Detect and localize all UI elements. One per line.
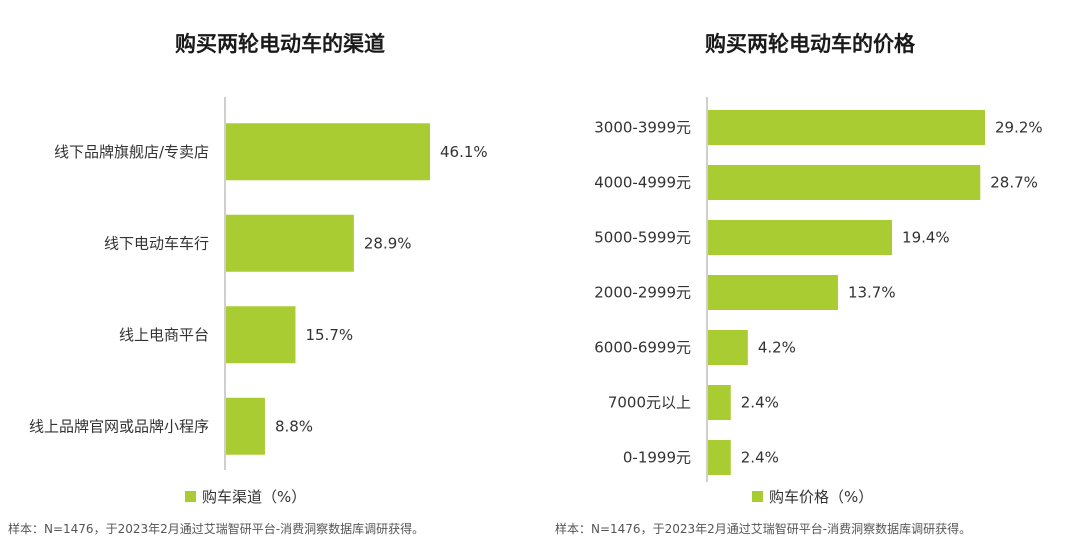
price-value-label: 29.2%	[995, 119, 1043, 137]
price-bar	[708, 330, 748, 365]
channel-sample-note: 样本：N=1476，于2023年2月通过艾瑞智研平台-消费洞察数据库调研获得。	[8, 522, 425, 536]
price-sample-note: 样本：N=1476，于2023年2月通过艾瑞智研平台-消费洞察数据库调研获得。	[555, 522, 972, 536]
price-category-label: 6000-6999元	[594, 339, 691, 357]
price-value-label: 4.2%	[758, 339, 796, 357]
price-category-label: 3000-3999元	[594, 119, 691, 137]
price-chart-title: 购买两轮电动车的价格	[705, 32, 915, 56]
channel-category-label: 线上电商平台	[119, 326, 209, 344]
channel-bar	[226, 397, 265, 455]
channel-value-label: 28.9%	[364, 234, 412, 252]
price-category-label: 2000-2999元	[594, 284, 691, 302]
channel-legend-label: 购车渠道（%）	[202, 488, 307, 506]
price-bar	[708, 385, 731, 420]
price-value-label: 19.4%	[902, 229, 950, 247]
price-category-label: 0-1999元	[623, 449, 691, 467]
price-category-label: 4000-4999元	[594, 174, 691, 192]
price-value-label: 13.7%	[848, 284, 896, 302]
price-legend-swatch	[752, 491, 763, 502]
price-value-label: 2.4%	[741, 449, 779, 467]
channel-category-label: 线上品牌官网或品牌小程序	[29, 417, 209, 435]
channel-category-label: 线下电动车车行	[104, 234, 209, 252]
price-value-label: 2.4%	[741, 394, 779, 412]
price-legend: 购车价格（%）	[752, 486, 873, 507]
channel-category-label: 线下品牌旗舰店/专卖店	[54, 143, 209, 161]
price-category-label: 7000元以上	[608, 394, 691, 412]
price-category-label: 5000-5999元	[594, 229, 691, 247]
channel-legend: 购车渠道（%）	[185, 486, 306, 507]
price-value-label: 28.7%	[990, 174, 1038, 192]
channel-bar	[226, 306, 296, 364]
channel-legend-swatch	[185, 491, 196, 502]
price-bar	[708, 220, 893, 255]
price-legend-label: 购车价格（%）	[769, 488, 874, 506]
channel-value-label: 15.7%	[305, 326, 353, 344]
channel-bar	[226, 123, 430, 181]
price-bar	[708, 165, 981, 200]
price-bar	[708, 110, 985, 145]
channel-chart-title: 购买两轮电动车的渠道	[175, 32, 385, 56]
channel-bar	[226, 214, 354, 272]
channel-value-label: 8.8%	[275, 417, 313, 435]
price-bar	[708, 440, 731, 475]
price-bar	[708, 275, 838, 310]
channel-value-label: 46.1%	[440, 143, 488, 161]
